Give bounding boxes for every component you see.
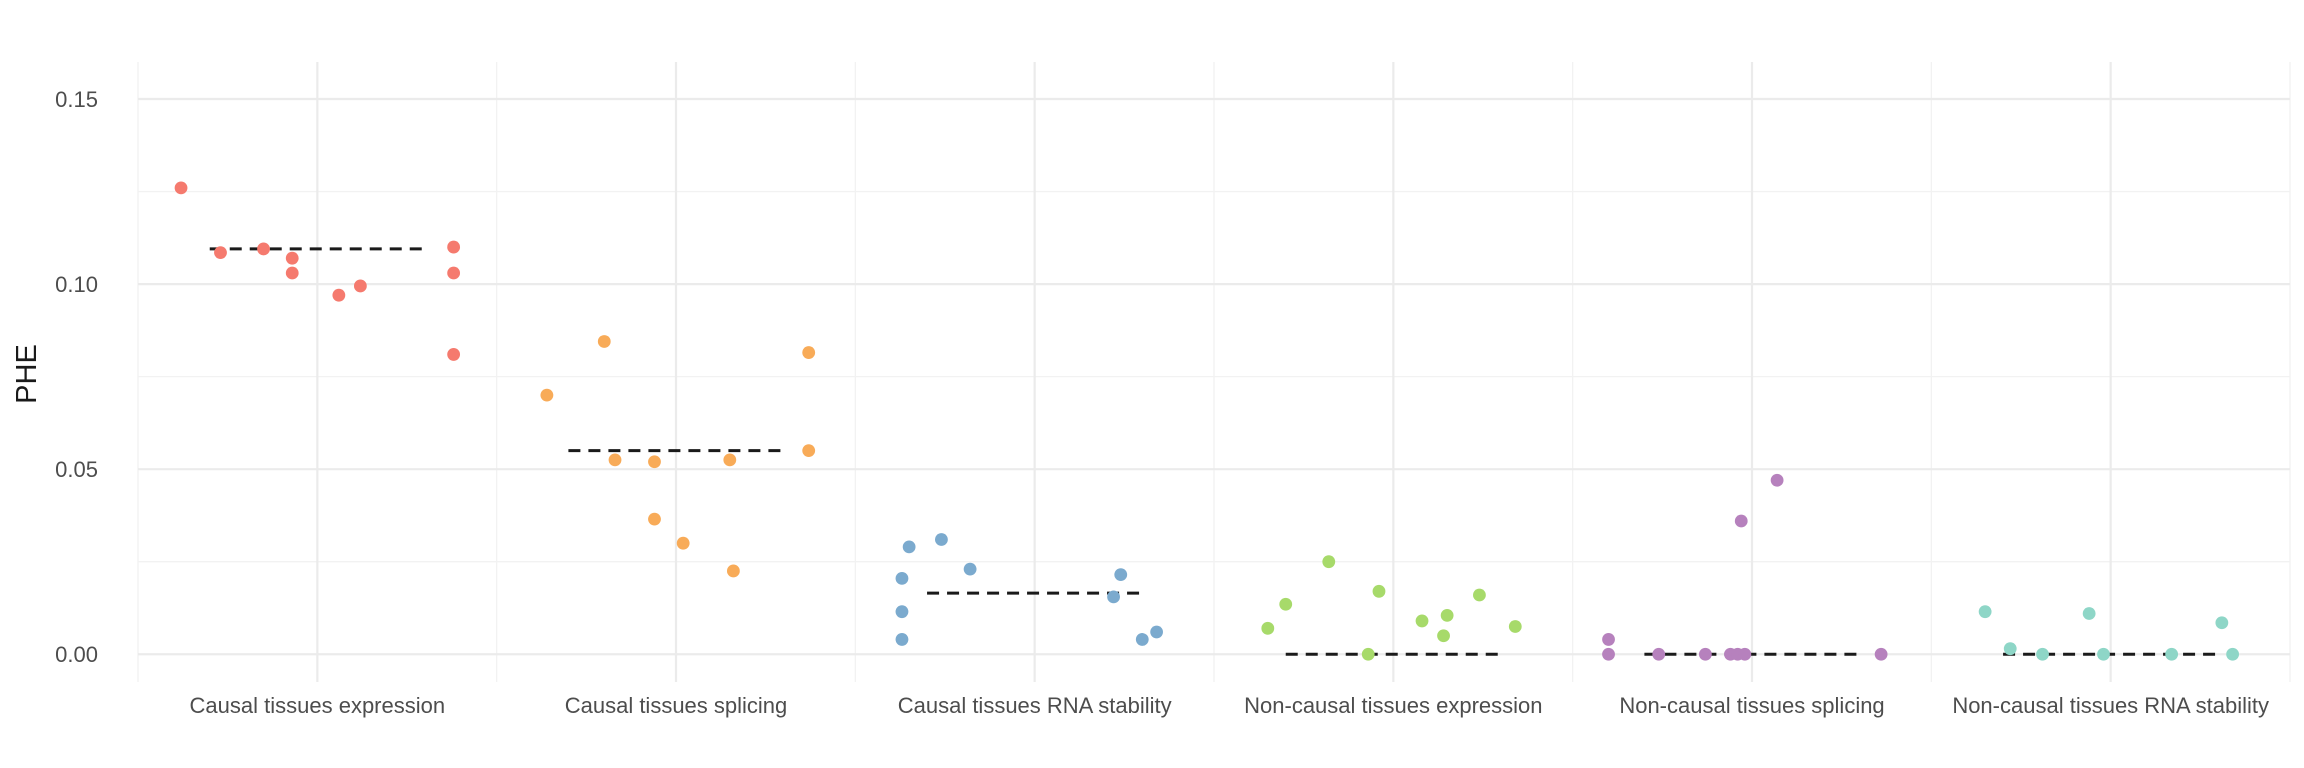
data-point [1372, 584, 1386, 598]
data-point [802, 346, 816, 359]
data-point [1602, 633, 1615, 646]
data-point [1114, 568, 1128, 582]
y-tick-label: 0.05 [55, 457, 98, 482]
data-point [963, 562, 977, 576]
data-point [608, 453, 622, 467]
data-point [676, 536, 690, 550]
data-points [174, 181, 2240, 661]
data-point [1770, 473, 1784, 487]
x-tick-label: Causal tissues RNA stability [898, 693, 1172, 718]
data-point [1322, 555, 1336, 569]
data-point [447, 348, 461, 361]
data-point [2003, 642, 2017, 656]
data-point [1107, 590, 1120, 604]
data-point [174, 181, 188, 195]
data-point [2165, 647, 2179, 661]
data-point [1440, 608, 1454, 622]
data-point [2082, 607, 2096, 620]
data-point [1261, 621, 1275, 635]
grid [137, 62, 2291, 682]
data-point [285, 251, 299, 265]
x-tick-label: Causal tissues expression [190, 693, 446, 718]
data-point [935, 533, 948, 546]
data-point [1279, 597, 1293, 611]
y-tick-label: 0.00 [55, 642, 98, 667]
data-point [1135, 633, 1149, 646]
data-point [1652, 647, 1666, 661]
data-point [726, 564, 740, 578]
data-point [447, 240, 461, 254]
x-tick-label: Non-causal tissues RNA stability [1952, 693, 2269, 718]
data-point [1874, 647, 1888, 661]
x-tick-label: Non-causal tissues splicing [1619, 693, 1884, 718]
data-point [1602, 647, 1615, 661]
data-point [1508, 620, 1522, 633]
median-lines [209, 247, 2219, 656]
data-point [1150, 625, 1164, 639]
data-point [895, 633, 909, 646]
x-tick-label: Non-causal tissues expression [1244, 693, 1542, 718]
y-tick-label: 0.15 [55, 87, 98, 112]
data-point [353, 279, 367, 293]
data-point [802, 444, 816, 458]
data-point [332, 288, 346, 302]
y-axis-title: PHE [11, 344, 43, 404]
data-point [447, 266, 461, 280]
data-point [257, 242, 270, 256]
data-point [723, 453, 737, 467]
y-tick-label: 0.10 [55, 272, 98, 297]
data-point [1698, 647, 1712, 661]
data-point [2226, 647, 2240, 661]
data-point [2215, 616, 2229, 630]
data-point [540, 388, 554, 402]
data-point [648, 455, 661, 469]
data-point [895, 605, 909, 619]
x-axis-ticks: Causal tissues expression Causal tissues … [190, 693, 2269, 718]
data-point [1738, 647, 1752, 661]
data-point [2036, 647, 2049, 661]
data-point [1734, 514, 1748, 528]
x-tick-label: Causal tissues splicing [565, 693, 788, 718]
data-point [895, 571, 909, 585]
data-point [2097, 647, 2110, 661]
data-point [214, 246, 227, 260]
data-point [1978, 605, 1992, 619]
y-axis-ticks: 0.00 0.05 0.10 0.15 [55, 87, 98, 667]
data-point [597, 335, 611, 348]
data-point [285, 266, 299, 280]
data-point [1361, 647, 1375, 661]
data-point [1473, 588, 1486, 602]
data-point [1415, 614, 1429, 628]
data-point [902, 540, 916, 554]
data-point [1437, 629, 1450, 643]
data-point [648, 512, 661, 526]
